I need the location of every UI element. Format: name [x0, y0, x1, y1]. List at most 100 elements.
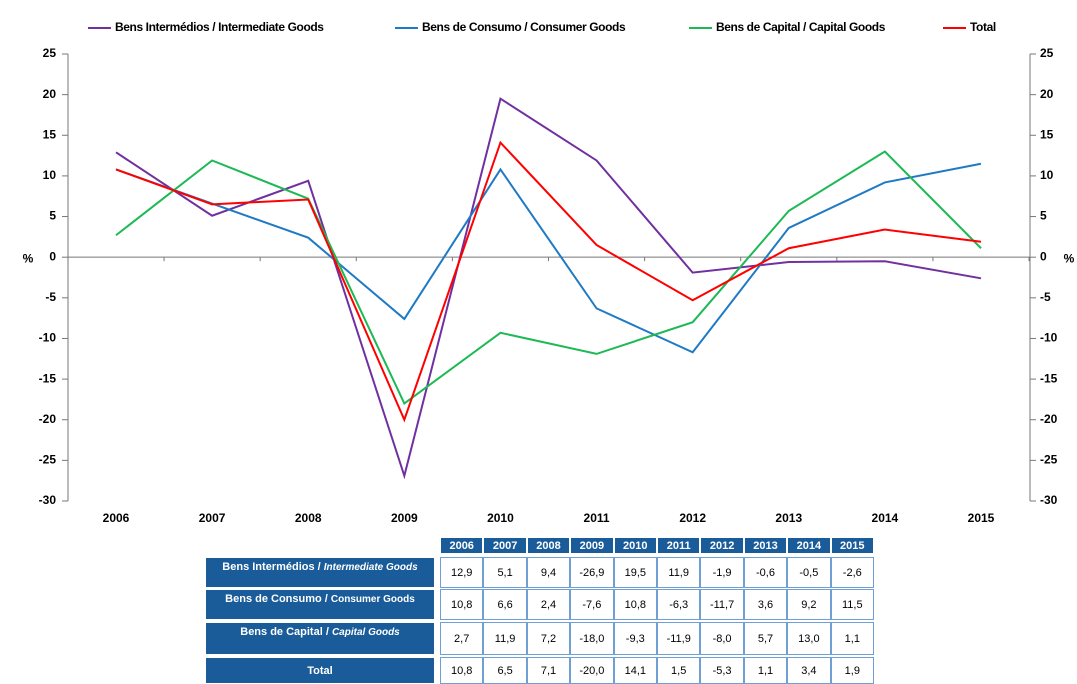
legend-label: Total — [970, 20, 996, 34]
table-row-label: Bens Intermédios / Intermediate Goods — [205, 557, 435, 588]
legend-label: Bens de Capital / Capital Goods — [716, 20, 886, 34]
y2-tick-label: -5 — [1040, 290, 1051, 304]
table-cell: -6,3 — [657, 589, 701, 620]
x-tick-label: 2014 — [872, 511, 899, 525]
series-line — [115, 162, 982, 354]
y-tick-label: -25 — [39, 453, 57, 467]
table-cell: 12,9 — [440, 557, 484, 588]
table-cell: 7,2 — [526, 622, 571, 655]
table-cell: 5,7 — [743, 622, 788, 655]
row-label-main: Bens de Capital / — [240, 626, 332, 638]
y-tick-label: -10 — [39, 331, 57, 345]
table-cell: -26,9 — [570, 557, 614, 588]
table-cell: 5,1 — [483, 557, 527, 588]
table-row-label: Total — [205, 657, 435, 684]
table-cell: -9,3 — [613, 622, 657, 655]
table-cell: -1,9 — [700, 557, 744, 588]
table-cell: -0,6 — [743, 557, 788, 588]
table-cell: 2,7 — [440, 622, 484, 655]
y2-tick-label: -25 — [1040, 453, 1058, 467]
table-cell: 11,9 — [657, 557, 701, 588]
table-cell: 9,2 — [787, 589, 831, 620]
table-cell: -11,9 — [657, 622, 701, 655]
table-cell: 6,5 — [483, 657, 527, 684]
table-header: 2015 — [830, 537, 874, 554]
table-row-label: Bens de Capital / Capital Goods — [205, 622, 435, 655]
table-cell: -2,6 — [830, 557, 874, 588]
y2-tick-label: -15 — [1040, 371, 1058, 385]
table-cell: 10,8 — [440, 657, 484, 684]
x-tick-label: 2009 — [391, 511, 418, 525]
x-tick-label: 2012 — [679, 511, 706, 525]
y2-tick-label: -30 — [1040, 493, 1058, 507]
y-tick-label: -20 — [39, 412, 57, 426]
table-header: 2013 — [743, 537, 788, 554]
y2-axis-label: % — [1064, 251, 1075, 265]
row-label-main: Total — [307, 664, 333, 677]
table-cell: 6,6 — [483, 589, 527, 620]
y-tick-label: -5 — [45, 290, 56, 304]
legend-label: Bens de Consumo / Consumer Goods — [422, 20, 626, 34]
table-cell: 11,5 — [830, 589, 874, 620]
table-cell: 14,1 — [613, 657, 657, 684]
table-cell: 3,4 — [787, 657, 831, 684]
y2-tick-label: 15 — [1040, 127, 1054, 141]
table-cell: -0,5 — [787, 557, 831, 588]
y-tick-label: 20 — [43, 87, 57, 101]
row-label-sub: Consumer Goods — [330, 594, 415, 605]
legend-label: Bens Intermédios / Intermediate Goods — [115, 20, 324, 34]
x-tick-label: 2010 — [487, 511, 514, 525]
x-tick-label: 2007 — [199, 511, 226, 525]
series-line — [115, 97, 982, 480]
y-tick-label: 5 — [49, 209, 56, 223]
table-cell: -11,7 — [700, 589, 744, 620]
table-header: 2011 — [657, 537, 701, 554]
y-tick-label: 10 — [43, 168, 57, 182]
row-label-sub: Capital Goods — [331, 627, 400, 638]
table-cell: -7,6 — [570, 589, 614, 620]
table-header: 2010 — [613, 537, 657, 554]
y2-tick-label: 0 — [1040, 249, 1047, 263]
y2-tick-label: -20 — [1040, 412, 1058, 426]
y-axis-label: % — [23, 251, 34, 265]
table-cell: 7,1 — [526, 657, 571, 684]
x-tick-label: 2011 — [584, 511, 610, 525]
table-cell: 19,5 — [613, 557, 657, 588]
x-tick-label: 2008 — [295, 511, 322, 525]
table-header: 2012 — [700, 537, 744, 554]
y-tick-label: -30 — [39, 493, 57, 507]
table-cell: 1,5 — [657, 657, 701, 684]
x-tick-label: 2015 — [968, 511, 995, 525]
table-header: 2008 — [526, 537, 571, 554]
x-tick-label: 2006 — [103, 511, 130, 525]
table-cell: 1,9 — [830, 657, 874, 684]
y-tick-label: 25 — [43, 46, 57, 60]
table-cell: 9,4 — [526, 557, 571, 588]
y-tick-label: -15 — [39, 371, 57, 385]
row-label-main: Bens de Consumo / — [225, 593, 331, 605]
y-tick-label: 15 — [43, 127, 57, 141]
y2-tick-label: 10 — [1040, 168, 1054, 182]
y2-tick-label: -10 — [1040, 331, 1058, 345]
table-row-label: Bens de Consumo / Consumer Goods — [205, 589, 435, 620]
table-cell: 3,6 — [743, 589, 788, 620]
table-header: 2006 — [440, 537, 484, 554]
table-header: 2014 — [787, 537, 831, 554]
y-tick-label: 0 — [49, 249, 56, 263]
table-header: 2009 — [570, 537, 614, 554]
y2-tick-label: 5 — [1040, 209, 1047, 223]
series-line — [115, 140, 982, 423]
y2-tick-label: 25 — [1040, 46, 1054, 60]
y2-tick-label: 20 — [1040, 87, 1054, 101]
table-cell: -18,0 — [570, 622, 614, 655]
table-cell: -8,0 — [700, 622, 744, 655]
table-cell: 2,4 — [526, 589, 571, 620]
table-cell: 1,1 — [743, 657, 788, 684]
table-cell: 11,9 — [483, 622, 527, 655]
row-label-main: Bens Intermédios / — [222, 561, 324, 573]
x-tick-label: 2013 — [775, 511, 802, 525]
row-label-sub: Intermediate Goods — [323, 562, 418, 573]
table-cell: -20,0 — [570, 657, 614, 684]
